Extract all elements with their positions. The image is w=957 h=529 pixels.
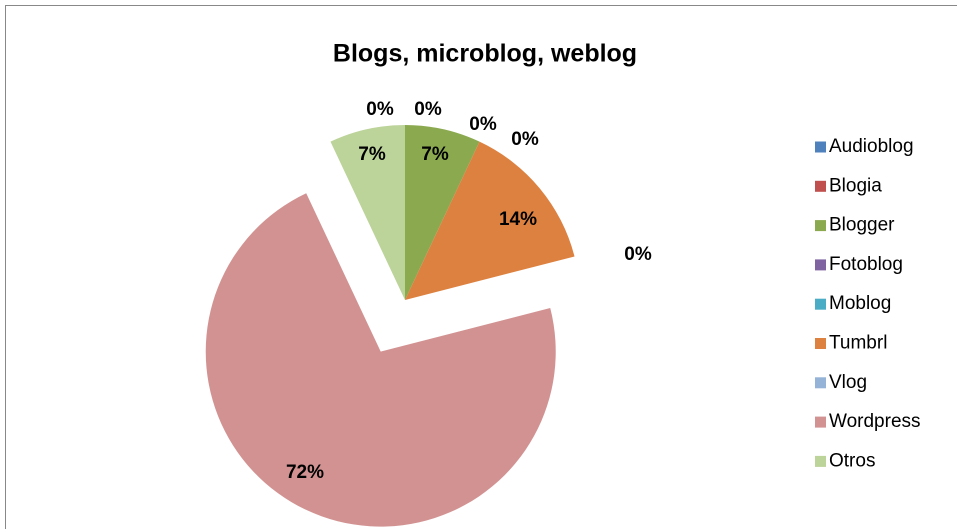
legend-swatch — [815, 455, 826, 467]
legend-swatch — [815, 141, 826, 153]
legend-label: Audioblog — [829, 136, 914, 157]
data-label: 14% — [499, 209, 537, 230]
legend-swatch — [815, 180, 826, 192]
legend-label: Wordpress — [829, 411, 921, 432]
legend-swatch — [815, 338, 826, 349]
data-label: 0% — [511, 129, 539, 150]
legend-swatch — [815, 416, 826, 428]
pie-slice — [205, 193, 556, 527]
percent-sign: % — [369, 144, 386, 165]
data-label: 7% — [421, 144, 449, 165]
pie-slice — [405, 141, 575, 300]
percent-sign: % — [377, 99, 394, 120]
chart-title: Blogs, microblog, weblog — [333, 40, 637, 68]
data-label: 0% — [414, 99, 442, 120]
pie-slice — [330, 125, 405, 300]
legend-swatch — [815, 298, 826, 310]
data-label-value: 0 — [366, 99, 377, 120]
data-label-value: 0 — [414, 99, 425, 120]
percent-sign: % — [635, 244, 652, 265]
legend-label: Blogger — [829, 215, 895, 236]
data-label-value: 72 — [286, 462, 307, 483]
legend-label: Tumbrl — [829, 333, 887, 354]
data-label-value: 0 — [469, 114, 480, 135]
legend-label: Moblog — [829, 293, 891, 314]
data-label: 0% — [624, 244, 652, 265]
percent-sign: % — [432, 144, 449, 165]
data-label: 0% — [469, 114, 497, 135]
legend-label: Vlog — [829, 372, 867, 393]
data-label: 72% — [286, 462, 324, 483]
percent-sign: % — [480, 114, 497, 135]
data-label: 0% — [366, 99, 394, 120]
percent-sign: % — [307, 462, 324, 483]
data-label-value: 0 — [511, 129, 522, 150]
data-label-value: 14 — [499, 209, 521, 230]
legend-swatch — [815, 259, 826, 271]
legend-label: Otros — [829, 450, 875, 471]
percent-sign: % — [522, 129, 539, 150]
data-label: 7% — [358, 144, 386, 165]
pie-slice — [405, 125, 480, 300]
percent-sign: % — [425, 99, 442, 120]
data-label-value: 0 — [624, 244, 635, 265]
legend-swatch — [815, 220, 826, 232]
legend-label: Fotoblog — [829, 254, 903, 275]
data-label-value: 7 — [358, 144, 369, 165]
data-label-value: 7 — [421, 144, 432, 165]
legend-swatch — [815, 377, 826, 389]
legend-label: Blogia — [829, 175, 882, 196]
percent-sign: % — [520, 209, 537, 230]
